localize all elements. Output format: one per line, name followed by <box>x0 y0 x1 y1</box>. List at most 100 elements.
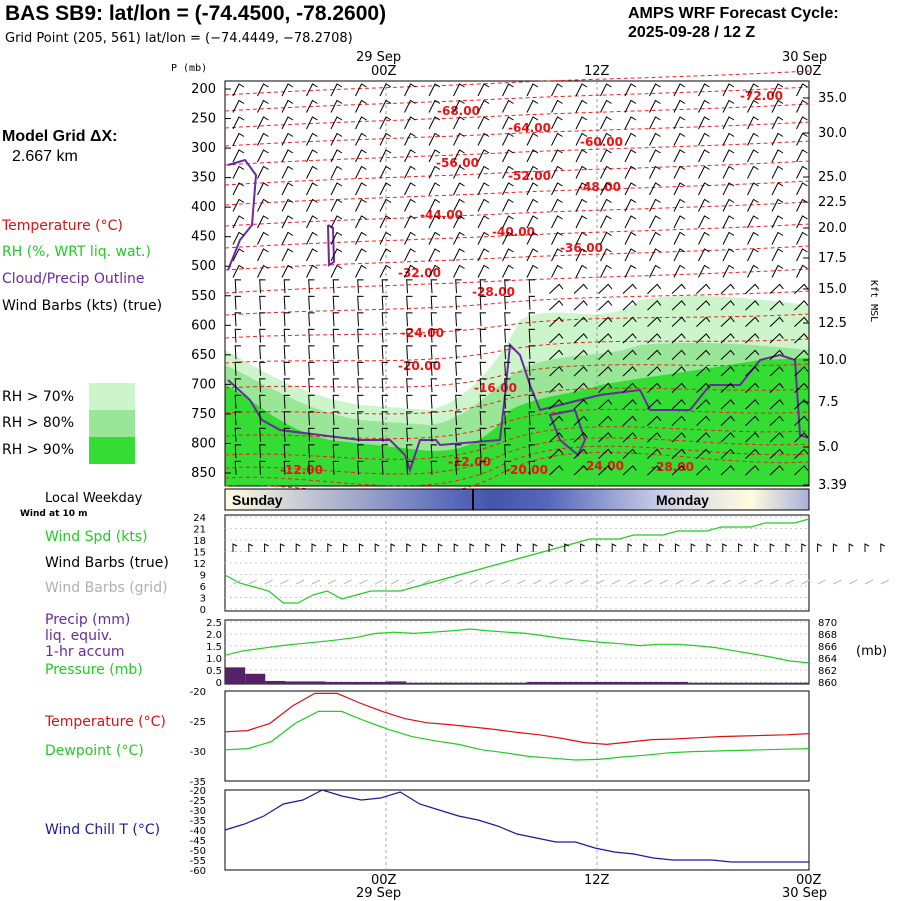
wind-barb <box>769 399 784 410</box>
wind-barb <box>257 116 269 130</box>
wind-chill-panel: -20-25-30-35-40-45-50-55-60 <box>190 786 810 877</box>
bottom-tick-00z-2: 00Z <box>796 873 822 888</box>
wind-barb <box>455 394 462 409</box>
wind-barb <box>428 264 441 278</box>
wind-barb <box>428 83 441 97</box>
wind-barb <box>747 165 759 179</box>
isotherm <box>224 201 810 227</box>
wind-barb <box>796 99 808 113</box>
wind-barb <box>747 99 759 113</box>
wind-barb <box>673 231 686 245</box>
wind-barb <box>745 283 760 295</box>
wind-barb <box>598 465 613 476</box>
wind-barb <box>379 83 392 97</box>
wind-barb <box>575 132 588 146</box>
wind-barb <box>622 415 637 427</box>
precip-bar <box>768 682 789 684</box>
wind-barb <box>330 165 343 179</box>
wind-barb <box>355 149 367 163</box>
wind-barb <box>283 312 291 327</box>
wind-barb <box>647 316 662 328</box>
height-tick-label: 7.5 <box>818 395 839 410</box>
wind-barb <box>528 328 536 343</box>
precip-tick-label: 2.5 <box>206 618 222 629</box>
wind-barb <box>404 215 416 229</box>
wind-barb <box>404 99 416 113</box>
wind-barb <box>526 83 539 97</box>
wind-barb <box>257 149 269 163</box>
wind-barb-grid <box>738 579 747 585</box>
wind-barb <box>696 399 711 410</box>
wind-barb <box>332 345 340 360</box>
wind-barb <box>575 231 588 245</box>
wind-barb <box>308 444 315 459</box>
wind-barb <box>551 99 563 113</box>
wind-barb <box>379 165 392 179</box>
forecast-cycle-date: 2025-09-28 / 12 Z <box>628 24 756 41</box>
wind-barb <box>281 165 294 179</box>
wind-barb <box>308 345 315 360</box>
wind-barb-true <box>627 543 633 552</box>
wind-barb <box>794 399 809 410</box>
wind-barb <box>771 198 784 212</box>
bottom-date-right: 30 Sep <box>782 886 828 901</box>
wind-barb <box>722 99 735 113</box>
wind-barb <box>479 394 487 409</box>
wind-barb <box>406 279 413 294</box>
wind-barb <box>479 378 487 393</box>
wind-barb <box>649 149 661 163</box>
wind-barb <box>598 432 613 443</box>
isotherm <box>224 437 810 475</box>
wind-barb <box>281 116 294 130</box>
wind-barb <box>381 361 389 376</box>
wind-barb-grid <box>280 579 289 585</box>
wind-barb <box>551 264 563 278</box>
isotherm-label: -48.00 <box>578 180 621 194</box>
wind-barb <box>649 215 661 229</box>
wind-barb-true <box>295 543 301 552</box>
wind-barb-grid <box>769 579 779 585</box>
isotherm <box>224 245 810 271</box>
wind-barb <box>283 328 291 343</box>
wind-barb <box>357 378 364 393</box>
wind-barb <box>573 448 588 460</box>
temp-dewpoint-panel: -20 -25 -30 -35 <box>190 687 810 788</box>
wind-barb <box>232 132 245 146</box>
wind-barb-grid <box>374 579 384 585</box>
wind-barb <box>551 149 563 163</box>
wind-barb-grid <box>548 579 558 585</box>
wind-barb <box>355 231 367 245</box>
wind-barb <box>306 182 318 196</box>
wind-speed-line <box>224 518 810 604</box>
wind-barb <box>330 182 343 196</box>
wind-barb <box>549 283 564 295</box>
wind-barb <box>671 283 686 295</box>
wind-barb <box>794 366 809 377</box>
wind-barb <box>794 465 809 476</box>
wind-barb <box>771 182 784 196</box>
wind-barb <box>698 99 710 113</box>
wind-tick-label: 15 <box>193 548 206 559</box>
wind-barb <box>281 83 294 97</box>
wind-barb <box>698 116 710 130</box>
wind-barb-true <box>738 543 743 552</box>
pressure-tick-label: 600 <box>191 318 216 333</box>
wind-barb-grid <box>833 579 842 585</box>
wind-barb <box>624 182 637 196</box>
wind-barb <box>357 279 364 294</box>
height-tick-label: 10.0 <box>818 353 847 368</box>
wind-tick-label: 0 <box>200 605 206 616</box>
wind-barb <box>598 349 613 361</box>
pressure-tick-label: 350 <box>191 171 216 186</box>
wind-barb <box>549 333 564 344</box>
wind-barb <box>259 295 266 310</box>
wind-barb <box>600 116 612 130</box>
wind-barb <box>453 83 465 97</box>
rh-70-swatch <box>89 383 135 410</box>
wind-barb <box>769 465 784 476</box>
wind-barb <box>332 394 340 409</box>
isotherm-label: -28.00 <box>472 285 515 299</box>
wind-barb <box>283 460 291 475</box>
wind-barb <box>406 444 413 459</box>
wind-barb <box>551 165 563 179</box>
